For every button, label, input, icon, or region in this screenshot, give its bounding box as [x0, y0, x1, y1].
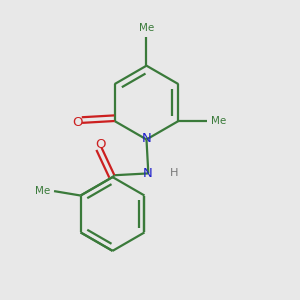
Text: N: N: [143, 167, 153, 179]
Text: Me: Me: [212, 116, 227, 126]
Text: O: O: [72, 116, 83, 129]
Text: Me: Me: [34, 186, 50, 196]
Text: H: H: [170, 168, 178, 178]
Text: Me: Me: [139, 23, 154, 33]
Text: N: N: [142, 132, 152, 145]
Text: O: O: [95, 138, 105, 151]
